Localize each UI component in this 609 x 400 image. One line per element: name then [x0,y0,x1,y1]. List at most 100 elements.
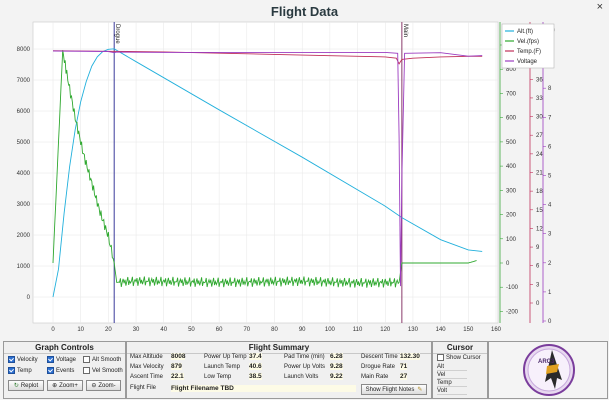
alt-smooth-label: Alt Smooth [92,356,122,363]
velocity-axis-tick-label: 500 [506,140,517,146]
temp-axis-tick-label: 15 [536,208,543,214]
velocity-axis-tick-label: 0 [506,261,510,267]
zoom-out-label: Zoom- [98,382,116,389]
alt-axis-tick-label: 6000 [17,109,31,115]
flight-file-label: Flight File [130,385,157,391]
max-altitude-label: Max Altitude [130,354,163,360]
main-rate-value: 27 [400,373,408,380]
voltage-axis-tick-label: 3 [548,232,552,238]
x-axis-tick-label: 0 [51,327,55,333]
vel-smooth-checkbox[interactable]: Vel Smooth [83,367,123,374]
pad-time-value: 6.28 [330,353,343,360]
x-axis-tick-label: 150 [463,327,474,333]
ascent-time-value: 22.1 [171,373,184,380]
zoom-in-button[interactable]: ⊕ Zoom+ [47,380,83,391]
events-checkbox[interactable]: Events [47,367,74,374]
temp-axis-tick-label: 6 [536,264,540,270]
x-axis-tick-label: 100 [325,327,336,333]
velocity-label: Velocity [17,356,38,363]
legend-label: Voltage [517,59,538,65]
zoom-out-button[interactable]: ⊖ Zoom- [86,380,121,391]
legend-label: Temp.(F) [517,49,541,55]
voltage-axis-tick-label: 8 [548,86,552,92]
x-axis-tick-label: 70 [243,327,250,333]
replot-button[interactable]: ↻ Replot [8,380,44,391]
event-marker-label: Main [402,24,408,37]
flight-file-value: Flight Filename TBD [171,385,356,392]
temp-axis-tick-label: 27 [536,133,543,139]
alt-smooth-checkbox[interactable]: Alt Smooth [83,356,121,363]
velocity-axis-tick-label: -100 [506,285,519,291]
show-cursor-check-icon [437,354,444,361]
descent-time-value: 132.30 [400,353,420,360]
arc3-logo: ARC3 [523,344,575,396]
graph-controls-panel: Graph Controls Velocity Voltage Alt Smoo… [3,341,126,399]
powerup-temp-value: 37.4 [249,353,262,360]
powerup-temp-label: Power Up Temp [204,354,247,360]
cursor-volt-row: Volt [437,388,467,395]
launch-temp-label: Launch Temp [204,364,240,370]
alt-axis-tick-label: 4000 [17,171,31,177]
x-axis-tick-label: 50 [188,327,195,333]
plot-area [32,21,499,324]
temp-axis-tick-label: 24 [536,152,543,158]
cursor-title: Cursor [433,342,487,354]
max-altitude-value: 8008 [171,353,186,360]
series-line-voltage [52,50,483,287]
events-label: Events [56,367,75,374]
show-cursor-label: Show Cursor [446,354,481,361]
drogue-rate-label: Drogue Rate [361,364,396,370]
window-title: Flight Data [270,4,339,19]
temp-check-icon [8,367,15,374]
temp-checkbox[interactable]: Temp [8,367,32,374]
events-check-icon [47,367,54,374]
show-cursor-checkbox[interactable]: Show Cursor [437,354,481,361]
cursor-vel-row: Vel [437,372,467,379]
cursor-temp-row: Temp [437,380,467,387]
temp-axis-tick-label: 9 [536,245,540,251]
notes-icon: ✎ [417,387,423,393]
alt-smooth-check-icon [83,356,90,363]
zoom-in-icon: ⊕ [52,383,58,389]
graph-controls-title: Graph Controls [4,342,125,354]
temp-axis-tick-label: 36 [536,77,543,83]
velocity-axis-tick-label: 100 [506,237,517,243]
descent-time-label: Descent Time [361,354,398,360]
flight-summary-panel: Flight Summary Max Altitude 8008 Max Vel… [126,341,432,399]
velocity-axis-tick-label: 800 [506,67,517,73]
close-icon[interactable]: × [596,1,603,13]
max-velocity-label: Max Velocity [130,364,164,370]
flight-summary-title: Flight Summary [127,342,431,354]
x-axis-tick-label: 30 [133,327,140,333]
cursor-alt-row: Alt [437,364,467,371]
voltage-axis-tick-label: 6 [548,144,552,150]
launch-volts-label: Launch Volts [284,374,319,380]
alt-axis-tick-label: 3000 [17,202,31,208]
alt-axis-tick-label: 7000 [17,78,31,84]
powerup-volts-label: Power Up Volts [284,364,326,370]
temp-axis-tick-label: 18 [536,189,543,195]
show-flight-notes-button[interactable]: Show Flight Notes ✎ [361,384,427,395]
zoom-in-label: Zoom+ [59,382,78,389]
zoom-out-icon: ⊖ [91,383,97,389]
show-flight-notes-label: Show Flight Notes [365,386,415,393]
velocity-checkbox[interactable]: Velocity [8,356,38,363]
x-axis-tick-label: 110 [353,327,363,333]
voltage-axis-tick-label: 2 [548,261,552,267]
alt-axis-tick-label: 0 [27,295,31,301]
series-line-alt-ft- [52,48,483,298]
alt-axis-tick-label: 2000 [17,233,31,239]
vel-smooth-label: Vel Smooth [92,367,123,374]
x-axis-tick-label: 80 [271,327,278,333]
x-axis-tick-label: 160 [491,327,502,333]
replot-icon: ↻ [13,383,19,389]
low-temp-label: Low Temp [204,374,232,380]
replot-label: Replot [20,382,39,389]
drogue-rate-value: 71 [400,363,408,370]
alt-axis-tick-label: 1000 [17,264,31,270]
voltage-checkbox[interactable]: Voltage [47,356,76,363]
temp-axis-tick-label: 30 [536,115,543,121]
velocity-axis-tick-label: -200 [506,309,519,315]
voltage-axis-tick-label: 5 [548,174,552,180]
